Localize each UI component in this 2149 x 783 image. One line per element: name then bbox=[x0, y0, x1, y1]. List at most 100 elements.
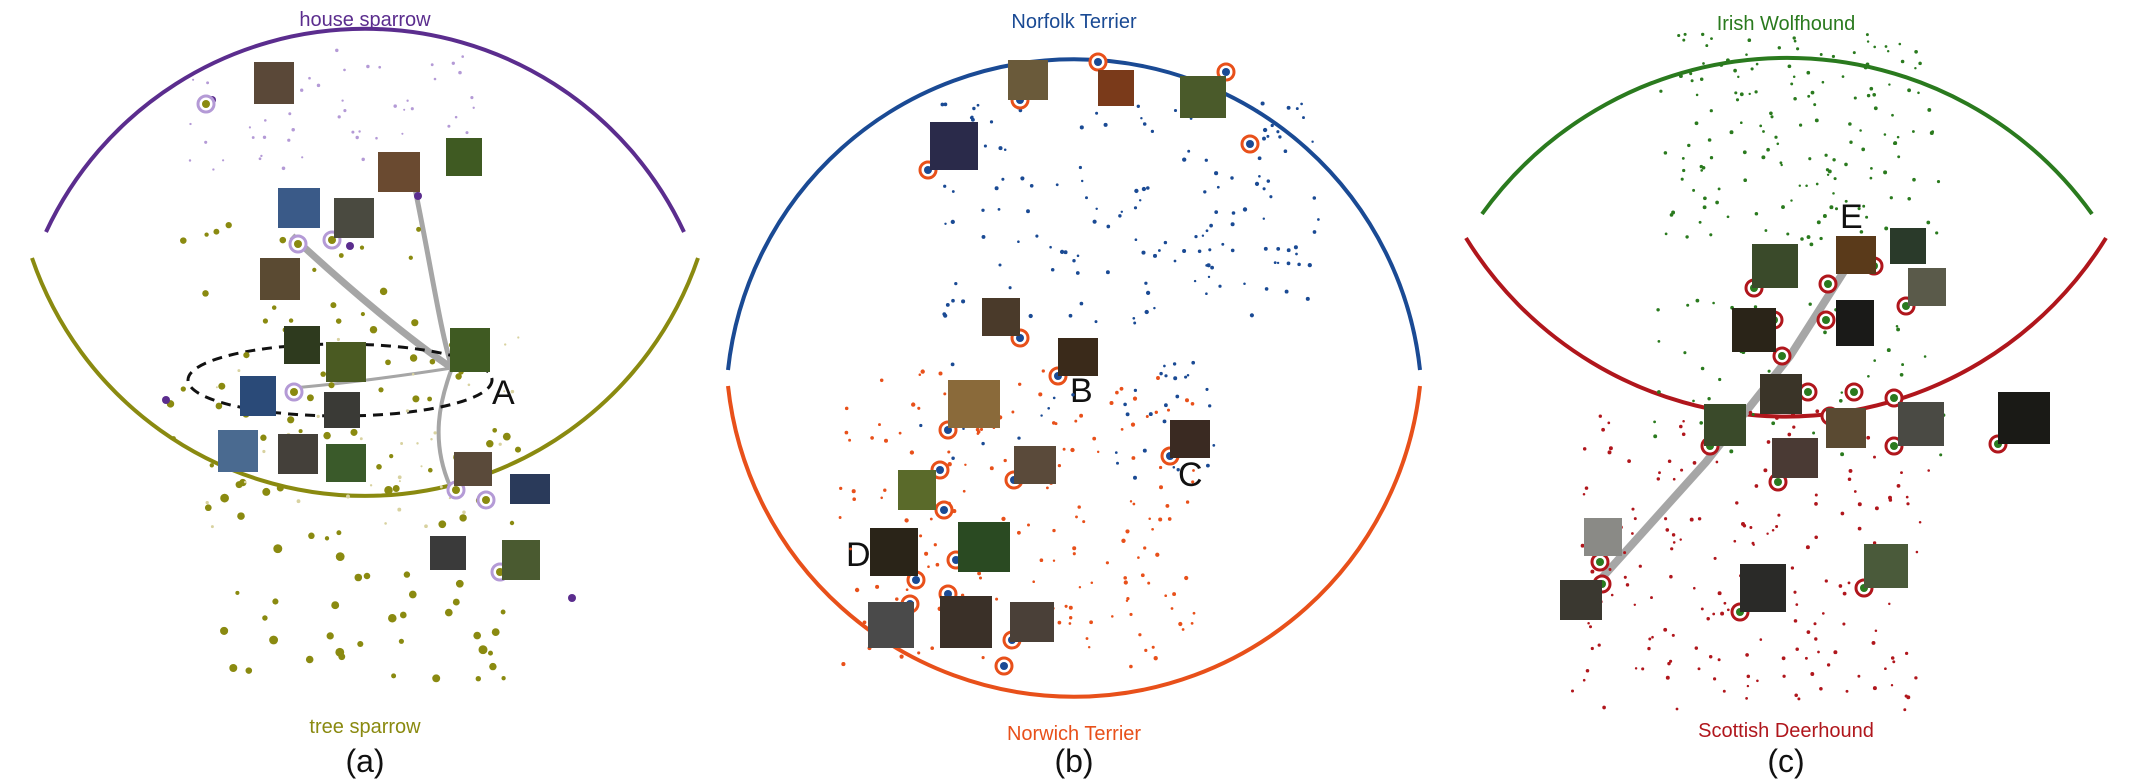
panel-b-point bbox=[883, 438, 889, 443]
panel-b-point bbox=[1158, 465, 1163, 470]
panel-a-point bbox=[411, 373, 415, 376]
panel-a-thumbnail bbox=[430, 536, 466, 570]
panel-b-point bbox=[1230, 248, 1235, 253]
panel-b-point bbox=[1087, 645, 1091, 649]
panel-c-point bbox=[1713, 556, 1717, 560]
panel-b-point bbox=[940, 102, 945, 107]
panel-b-point bbox=[1144, 648, 1148, 653]
panel-c-point bbox=[1710, 37, 1713, 40]
panel-a-point bbox=[180, 237, 187, 244]
panel-a-annotation: A bbox=[492, 374, 515, 412]
panel-b-point bbox=[883, 488, 887, 492]
panel-a-point bbox=[359, 245, 365, 250]
panel-a-point bbox=[488, 650, 493, 656]
panel-a-point bbox=[237, 369, 241, 373]
panel-b-point bbox=[1178, 621, 1183, 627]
panel-c-point bbox=[1689, 517, 1694, 522]
panel-b-point bbox=[947, 462, 952, 467]
panel-b-point bbox=[1028, 313, 1033, 319]
panel-c-point bbox=[1782, 674, 1786, 678]
panel-c-point bbox=[1717, 187, 1721, 191]
panel-b-thumbnail bbox=[948, 380, 1000, 428]
panel-c-point bbox=[1672, 541, 1676, 544]
panel-c-point bbox=[1627, 459, 1631, 463]
panel-c-point bbox=[1896, 327, 1901, 332]
panel-c-point bbox=[1679, 538, 1682, 541]
panel-b-point bbox=[962, 427, 965, 430]
panel-c-point bbox=[1750, 67, 1754, 71]
panel-c-point bbox=[1726, 58, 1730, 63]
panel-a-point bbox=[475, 676, 481, 682]
panel-b-point bbox=[1172, 592, 1177, 597]
panel-c-point bbox=[1754, 212, 1759, 216]
panel-c-point bbox=[1823, 330, 1827, 335]
panel-b-point bbox=[1082, 520, 1086, 524]
panel-a-thumbnail bbox=[334, 198, 374, 238]
panel-b-point bbox=[1123, 580, 1128, 585]
panel-a-point bbox=[354, 573, 363, 582]
panel-b-point bbox=[1144, 309, 1149, 315]
panel-b-point bbox=[927, 565, 930, 568]
panel-c-point bbox=[1896, 135, 1900, 139]
panel-b-point bbox=[1300, 102, 1303, 106]
panel-c-point bbox=[1848, 122, 1852, 126]
panel-c-point bbox=[1787, 64, 1792, 69]
panel-b-marker bbox=[1222, 68, 1230, 76]
panel-b-point bbox=[854, 587, 860, 593]
panel-b-point bbox=[875, 584, 880, 589]
panel-b-point bbox=[1138, 199, 1142, 202]
panel-a-point bbox=[406, 99, 409, 102]
panel-b-point bbox=[1164, 403, 1168, 408]
panel-b-point bbox=[917, 651, 921, 655]
panel-c-point bbox=[1903, 708, 1907, 712]
panel-a-point bbox=[341, 99, 344, 102]
panel-a-point bbox=[452, 598, 460, 606]
panel-c-point bbox=[1754, 484, 1759, 488]
panel-c-thumbnail bbox=[1740, 564, 1786, 612]
panel-b-caption: (b) bbox=[1054, 743, 1093, 779]
panel-b-point bbox=[1249, 313, 1254, 318]
panel-a-point bbox=[486, 439, 494, 448]
panel-b-point bbox=[1132, 396, 1138, 401]
panel-c-thumbnail bbox=[1836, 300, 1874, 346]
panel-c-point bbox=[1776, 142, 1780, 146]
panel-a-point bbox=[393, 104, 397, 108]
panel-b-point bbox=[1305, 296, 1310, 301]
panel-a-point bbox=[447, 124, 451, 128]
panel-c-point bbox=[1735, 501, 1739, 505]
panel-c-point bbox=[1647, 646, 1651, 651]
panel-b-thumbnail bbox=[1098, 70, 1134, 106]
panel-c-thumbnail bbox=[1760, 374, 1802, 414]
panel-c-point bbox=[1873, 45, 1876, 49]
panel-c-point bbox=[1872, 92, 1877, 97]
panel-b-point bbox=[1254, 181, 1260, 187]
panel-c-point bbox=[1692, 461, 1697, 465]
panel-c-thumbnails bbox=[1560, 228, 2050, 620]
panel-c-point bbox=[1795, 603, 1799, 606]
panel-b-point bbox=[1230, 222, 1235, 227]
panel-c-point bbox=[1747, 38, 1752, 43]
panel-c-point bbox=[1848, 468, 1853, 473]
panel-c-point bbox=[1755, 62, 1759, 66]
panel-a-thumbnail bbox=[502, 540, 540, 580]
panel-c-point bbox=[1813, 103, 1817, 107]
panel-a-point bbox=[306, 394, 314, 402]
panel-a-point bbox=[336, 337, 340, 342]
panel-b-annotation: C bbox=[1178, 456, 1203, 494]
panel-a-point bbox=[335, 552, 345, 561]
panel-b-thumbnail bbox=[1170, 420, 1210, 458]
panel-b-point bbox=[981, 441, 985, 446]
panel-b-point bbox=[1032, 580, 1035, 583]
panel-b-point bbox=[1095, 207, 1098, 211]
panel-b-point bbox=[1119, 386, 1124, 391]
panel-a-point bbox=[388, 613, 397, 623]
panel-b-point bbox=[943, 102, 948, 107]
panel-b-point bbox=[1283, 149, 1288, 154]
panel-c-point bbox=[1720, 611, 1725, 616]
panel-b-annotation: B bbox=[1070, 372, 1093, 410]
panel-b-point bbox=[1260, 101, 1265, 106]
panel-a-point bbox=[391, 673, 397, 679]
panel-c-point bbox=[1777, 513, 1781, 517]
panel-a-point bbox=[162, 396, 170, 404]
panel-a-point bbox=[358, 130, 361, 133]
